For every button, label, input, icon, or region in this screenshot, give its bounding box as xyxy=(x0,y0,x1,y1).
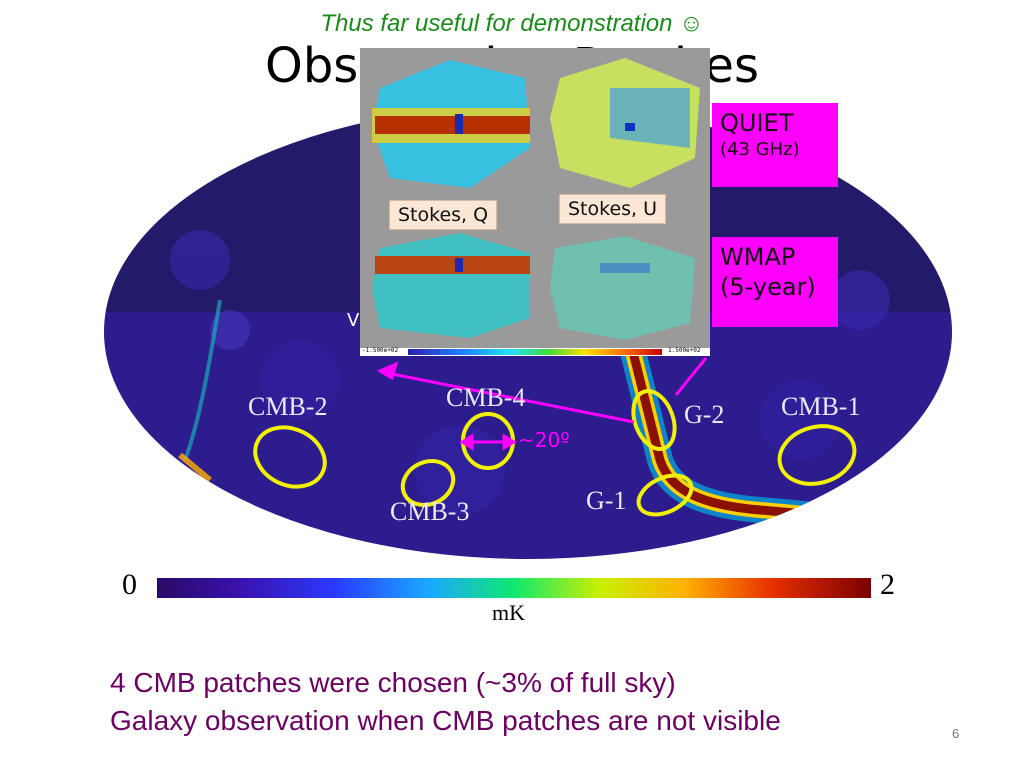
label-cmb3: CMB-3 xyxy=(390,497,470,526)
label-g1: G-1 xyxy=(586,486,627,515)
wmap-box: WMAP (5-year) xyxy=(712,237,838,327)
colorbar-unit: mK xyxy=(492,600,525,625)
quiet-box: QUIET (43 GHz) xyxy=(712,103,838,187)
stokes-u-top-map xyxy=(550,58,700,188)
quiet-frequency: (43 GHz) xyxy=(720,139,800,160)
label-g2: G-2 xyxy=(684,400,725,429)
g1-ellipse xyxy=(636,473,694,517)
stokes-q-label: Stokes, Q xyxy=(389,200,498,230)
quiet-label: QUIET xyxy=(720,109,794,137)
label-cmb2: CMB-2 xyxy=(248,392,328,421)
wmap-years: (5-year) xyxy=(720,273,816,301)
cmb1-ellipse xyxy=(777,424,857,486)
galactic-arc xyxy=(183,299,222,461)
inset-scale-min: -1.500e+02 xyxy=(362,347,399,354)
wmap-label: WMAP xyxy=(720,243,796,271)
inset-colorbar xyxy=(408,349,662,355)
slide-subtitle: Thus far useful for demonstration ☺ xyxy=(320,10,704,37)
stokes-u-label: Stokes, U xyxy=(559,194,667,224)
stokes-q-top-map xyxy=(372,60,530,188)
stokes-inset: Stokes, Q Stokes, U -1.500e+02 1.500e+02 xyxy=(360,48,710,356)
size-annotation: ~20º xyxy=(518,428,570,452)
partial-label: V xyxy=(347,310,360,331)
bottom-line-1: 4 CMB patches were chosen (~3% of full s… xyxy=(110,667,676,698)
colorbar-min: 0 xyxy=(122,568,137,601)
stokes-u-bottom-map xyxy=(550,236,695,340)
inset-scale-max: 1.500e+02 xyxy=(668,347,701,354)
label-cmb1: CMB-1 xyxy=(781,392,861,421)
page-number: 6 xyxy=(952,726,960,741)
cmb3-ellipse xyxy=(400,459,456,507)
colorbar xyxy=(157,578,871,598)
bottom-line-2: Galaxy observation when CMB patches are … xyxy=(110,705,781,736)
stokes-maps xyxy=(360,58,710,356)
stokes-q-bottom-map xyxy=(372,233,530,338)
annotation-arrows xyxy=(376,357,708,451)
cmb2-ellipse xyxy=(253,425,327,489)
g2-ellipse xyxy=(631,389,677,451)
colorbar-max: 2 xyxy=(880,568,895,601)
map-texture xyxy=(170,230,890,515)
label-cmb4: CMB-4 xyxy=(446,383,526,412)
